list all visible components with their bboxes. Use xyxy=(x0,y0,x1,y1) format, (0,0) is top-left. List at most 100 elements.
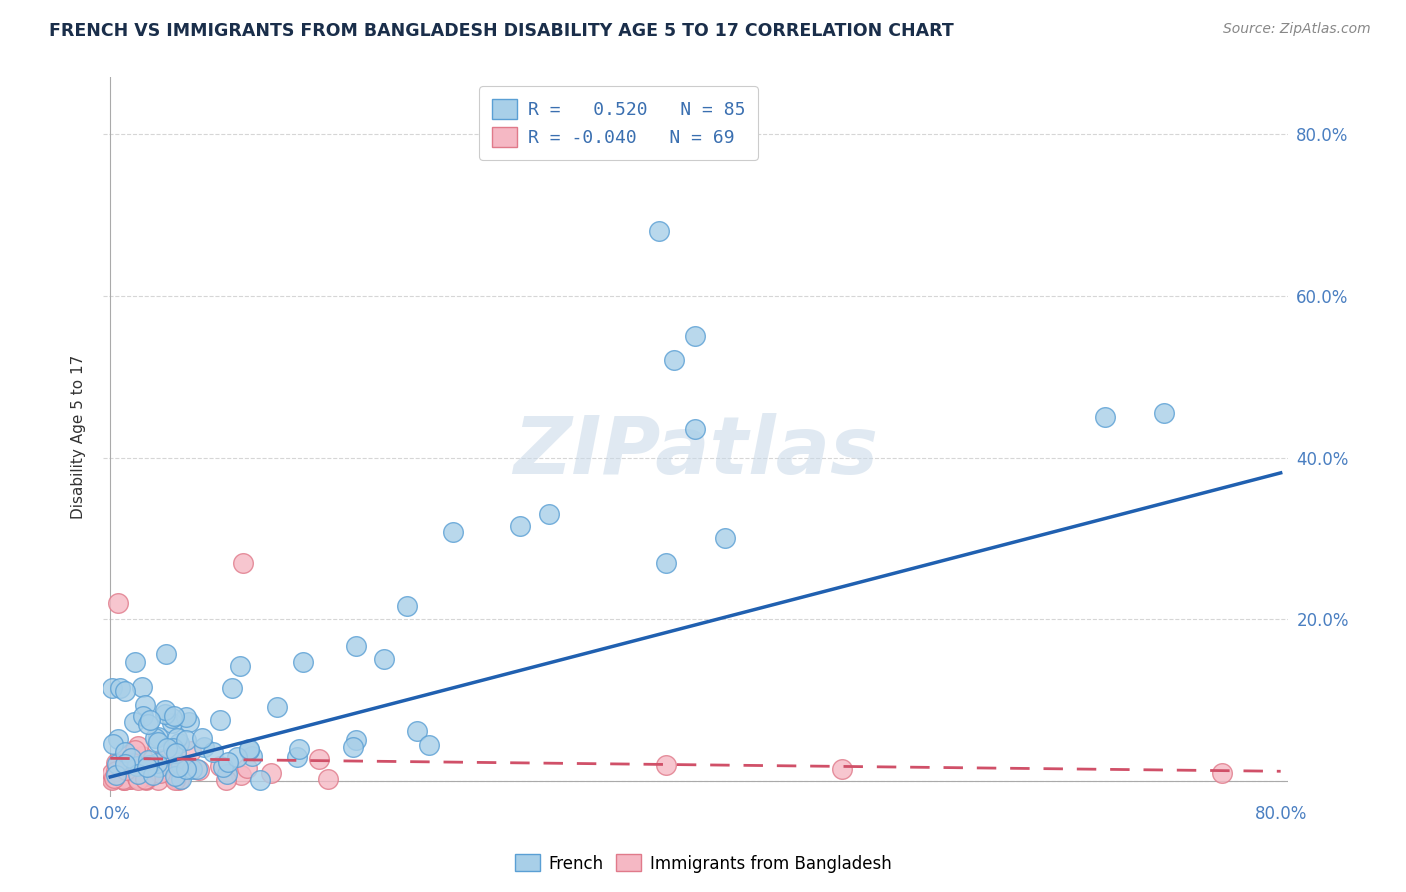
Text: Source: ZipAtlas.com: Source: ZipAtlas.com xyxy=(1223,22,1371,37)
Point xyxy=(685,422,707,436)
Point xyxy=(318,772,340,786)
Point xyxy=(685,329,707,343)
Point xyxy=(344,640,367,654)
Point xyxy=(117,768,139,782)
Point xyxy=(208,759,231,773)
Point xyxy=(103,771,125,785)
Point xyxy=(344,733,367,747)
Point xyxy=(163,773,186,788)
Legend: R =   0.520   N = 85, R = -0.040   N = 69: R = 0.520 N = 85, R = -0.040 N = 69 xyxy=(479,87,758,160)
Point xyxy=(118,772,141,786)
Point xyxy=(120,772,142,786)
Point xyxy=(107,596,129,610)
Point xyxy=(288,742,311,756)
Point xyxy=(285,749,308,764)
Point xyxy=(229,768,252,782)
Point xyxy=(135,760,157,774)
Point xyxy=(165,744,187,758)
Point xyxy=(179,714,201,729)
Point xyxy=(135,769,157,783)
Point xyxy=(104,768,127,782)
Point xyxy=(662,353,685,368)
Point xyxy=(148,760,170,774)
Point xyxy=(152,763,174,777)
Point xyxy=(229,658,252,673)
Point xyxy=(217,755,239,769)
Point xyxy=(153,706,176,721)
Point xyxy=(127,773,149,788)
Point xyxy=(266,700,288,714)
Text: ZIPatlas: ZIPatlas xyxy=(513,413,877,491)
Point xyxy=(117,771,139,785)
Point xyxy=(308,752,330,766)
Point xyxy=(107,732,129,747)
Point xyxy=(167,768,190,782)
Point xyxy=(180,762,202,776)
Point xyxy=(221,681,243,696)
Point xyxy=(135,772,157,786)
Point xyxy=(509,519,531,533)
Point xyxy=(135,772,157,787)
Point xyxy=(160,715,183,730)
Point xyxy=(114,684,136,698)
Point xyxy=(215,767,238,781)
Point xyxy=(187,764,209,778)
Point xyxy=(655,556,678,570)
Point xyxy=(100,681,122,695)
Point xyxy=(101,737,124,751)
Point xyxy=(170,772,193,787)
Point xyxy=(342,740,364,755)
Point xyxy=(143,731,166,745)
Text: FRENCH VS IMMIGRANTS FROM BANGLADESH DISABILITY AGE 5 TO 17 CORRELATION CHART: FRENCH VS IMMIGRANTS FROM BANGLADESH DIS… xyxy=(49,22,953,40)
Point xyxy=(104,764,127,778)
Point xyxy=(1153,406,1175,420)
Point xyxy=(418,739,440,753)
Point xyxy=(163,769,186,783)
Point xyxy=(831,762,853,776)
Point xyxy=(166,731,188,745)
Point xyxy=(169,736,191,750)
Point xyxy=(146,773,169,788)
Point xyxy=(165,746,187,760)
Point xyxy=(238,741,260,756)
Point xyxy=(406,723,429,738)
Point xyxy=(191,731,214,746)
Point xyxy=(142,768,165,782)
Point xyxy=(1094,410,1116,425)
Point xyxy=(141,761,163,775)
Point xyxy=(125,759,148,773)
Point xyxy=(145,761,167,775)
Point xyxy=(146,756,169,770)
Point xyxy=(225,749,247,764)
Point xyxy=(208,713,231,727)
Point xyxy=(127,739,149,754)
Point xyxy=(125,771,148,785)
Point xyxy=(108,681,131,695)
Point xyxy=(128,770,150,784)
Point xyxy=(124,655,146,669)
Point xyxy=(1211,765,1233,780)
Point xyxy=(443,525,465,540)
Point xyxy=(174,762,197,776)
Point xyxy=(170,757,193,772)
Point xyxy=(648,224,671,238)
Point xyxy=(713,532,735,546)
Point xyxy=(167,760,190,774)
Point xyxy=(118,764,141,778)
Point xyxy=(139,713,162,727)
Point xyxy=(146,730,169,744)
Point xyxy=(138,767,160,781)
Point xyxy=(112,773,135,788)
Point xyxy=(129,759,152,773)
Point xyxy=(176,733,198,747)
Point xyxy=(114,757,136,772)
Point xyxy=(131,680,153,694)
Point xyxy=(238,743,260,757)
Point xyxy=(101,772,124,787)
Point xyxy=(146,735,169,749)
Point xyxy=(232,556,254,570)
Point xyxy=(186,762,208,776)
Point xyxy=(114,764,136,779)
Point xyxy=(538,507,561,521)
Point xyxy=(160,766,183,780)
